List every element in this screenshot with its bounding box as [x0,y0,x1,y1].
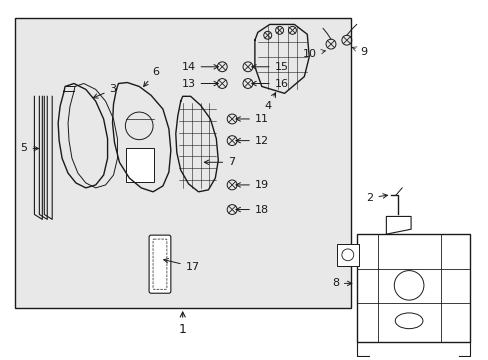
Bar [15,18,350,308]
Text: 16: 16 [251,78,288,89]
FancyBboxPatch shape [149,235,170,293]
Text: 15: 15 [251,62,288,72]
Text: 3: 3 [93,84,116,98]
Text: 10: 10 [303,49,325,59]
Bar [126,148,154,182]
Text: 7: 7 [204,157,235,167]
Text: 12: 12 [236,136,268,145]
Text: 1: 1 [179,312,186,336]
Text: 9: 9 [351,47,367,57]
Text: 14: 14 [181,62,218,72]
Text: 4: 4 [264,93,275,111]
Text: 17: 17 [163,258,200,272]
Text: 11: 11 [236,114,268,124]
Bar [356,234,469,342]
Text: 6: 6 [143,67,159,86]
Text: 13: 13 [181,78,218,89]
Text: 5: 5 [20,144,39,153]
FancyBboxPatch shape [153,239,166,289]
Bar [336,244,358,266]
Text: 18: 18 [236,204,268,215]
Text: 19: 19 [236,180,268,190]
Text: 8: 8 [331,278,351,288]
Text: 2: 2 [366,193,386,203]
